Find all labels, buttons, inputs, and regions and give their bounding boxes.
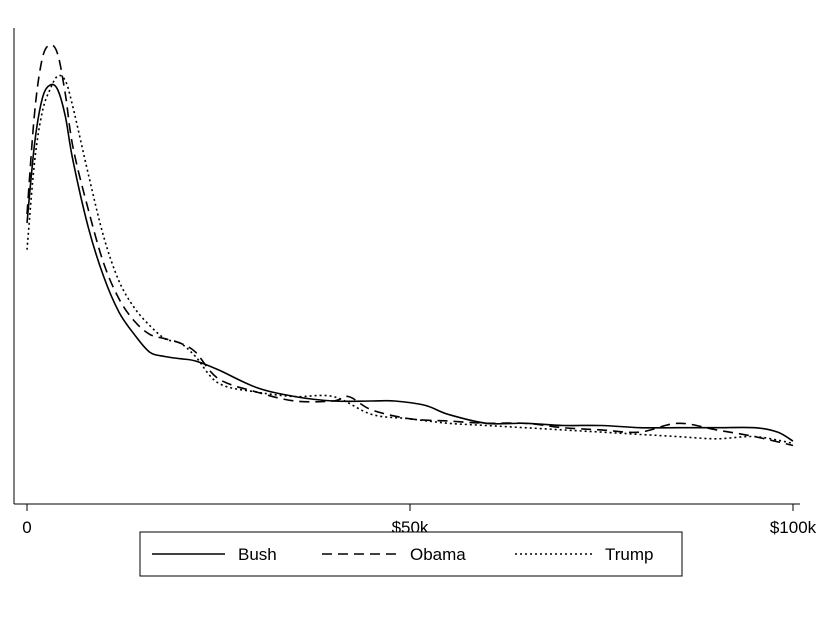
legend-label-bush: Bush bbox=[238, 545, 277, 564]
series-lines bbox=[26, 44, 794, 447]
legend: Bush Obama Trump bbox=[139, 531, 683, 577]
series-line-trump bbox=[26, 74, 794, 445]
legend-label-obama: Obama bbox=[410, 545, 466, 564]
x-tick-label: 0 bbox=[22, 518, 31, 537]
x-tick-label: $100k bbox=[770, 518, 817, 537]
series-line-obama bbox=[26, 44, 794, 447]
series-line-bush bbox=[26, 83, 794, 442]
legend-label-trump: Trump bbox=[605, 545, 654, 564]
chart-axes bbox=[13, 28, 800, 505]
